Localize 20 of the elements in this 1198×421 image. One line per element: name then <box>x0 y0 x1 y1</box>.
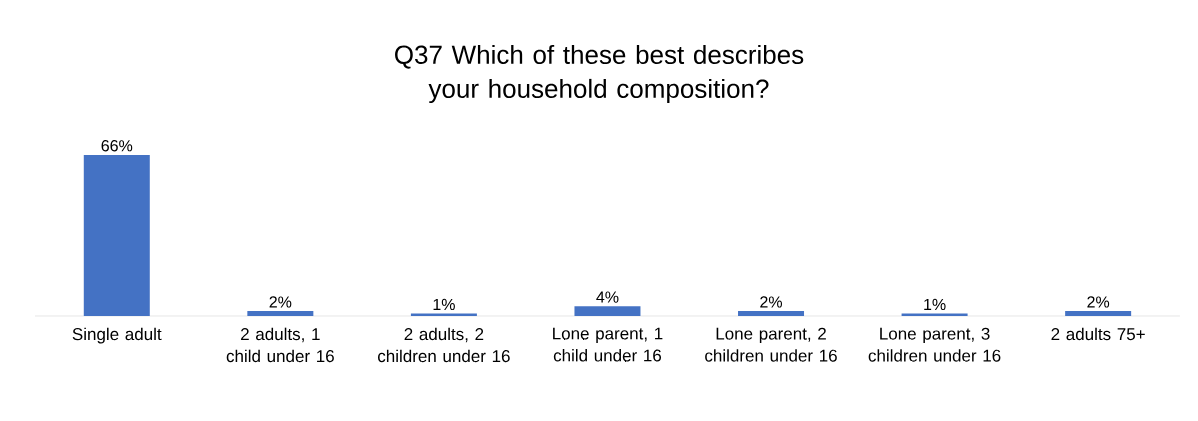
x-tick-label: Lone parent, 2 children under 16 <box>705 327 837 362</box>
x-tick-label: 2 adults, 2 children under 16 <box>378 327 510 363</box>
data-label: 66% <box>101 140 133 152</box>
x-tick-label: 2 adults 75+ <box>1051 327 1145 341</box>
data-label: 1% <box>433 298 455 311</box>
data-label: 2% <box>269 296 292 308</box>
x-tick-label: Lone parent, 3 children under 16 <box>868 327 1001 362</box>
bar <box>1065 311 1132 316</box>
x-tick-label: Single adult <box>72 327 162 344</box>
x-tick-label: 2 adults, 1 child under 16 <box>226 327 334 363</box>
bar <box>83 154 150 316</box>
x-tick-label: Lone parent, 1 child under 16 <box>553 327 663 362</box>
bar <box>738 311 805 316</box>
data-label: 4% <box>596 291 619 303</box>
data-label: 2% <box>760 296 783 308</box>
data-label: 2% <box>1087 296 1110 308</box>
data-label: 1% <box>924 298 946 311</box>
bar <box>247 311 314 316</box>
chart-title: Q37 Which of these best describes your household composition? <box>395 44 804 104</box>
bar <box>574 306 641 316</box>
